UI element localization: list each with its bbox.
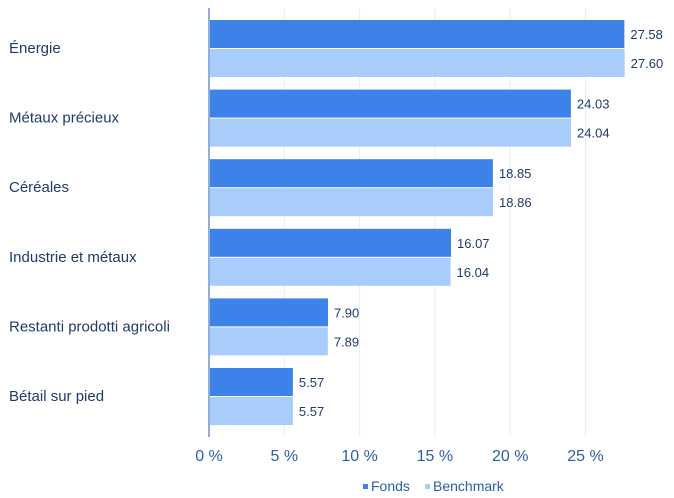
value-label: 5.57 bbox=[299, 375, 324, 390]
legend-label-fonds: Fonds bbox=[371, 478, 410, 494]
x-tick-label: 10 % bbox=[341, 448, 377, 465]
category-label: Bétail sur pied bbox=[9, 388, 104, 405]
bar-fonds bbox=[210, 368, 293, 396]
x-tick-label: 0 % bbox=[195, 448, 223, 465]
value-label: 24.04 bbox=[577, 126, 610, 141]
gridlines bbox=[283, 8, 586, 437]
bar-benchmark bbox=[210, 49, 625, 77]
category-label: Restanti prodotti agricoli bbox=[9, 318, 170, 335]
x-tick-label: 15 % bbox=[417, 448, 453, 465]
bar-fonds bbox=[210, 89, 571, 118]
bar-benchmark bbox=[210, 188, 494, 217]
bar-fonds bbox=[210, 20, 625, 48]
x-tick-label: 20 % bbox=[492, 448, 528, 465]
value-label: 24.03 bbox=[577, 97, 610, 112]
category-labels: Énergie Métaux précieux Céréales Industrie … bbox=[9, 40, 170, 405]
value-label: 18.85 bbox=[499, 166, 532, 181]
legend: Fonds Benchmark bbox=[363, 478, 505, 494]
legend-swatch-fonds bbox=[363, 484, 368, 489]
bar-benchmark bbox=[210, 118, 572, 147]
x-tick-label: 5 % bbox=[271, 448, 299, 465]
bar-fonds bbox=[210, 159, 493, 188]
legend-swatch-benchmark bbox=[425, 484, 430, 489]
value-label: 7.89 bbox=[334, 334, 359, 349]
bar-benchmark bbox=[210, 327, 328, 356]
legend-label-benchmark: Benchmark bbox=[433, 478, 505, 494]
bars bbox=[210, 20, 625, 425]
value-labels: 27.58 27.60 24.03 24.04 18.85 18.86 16.07 16.04… bbox=[299, 27, 663, 419]
value-label: 18.86 bbox=[499, 195, 532, 210]
bar-benchmark bbox=[210, 257, 451, 286]
bar-fonds bbox=[210, 228, 452, 257]
category-label: Métaux précieux bbox=[9, 110, 120, 127]
bar-benchmark bbox=[210, 397, 293, 425]
category-label: Céréales bbox=[9, 179, 69, 196]
category-label: Industrie et métaux bbox=[9, 249, 137, 266]
value-label: 16.04 bbox=[457, 265, 490, 280]
value-label: 27.58 bbox=[630, 27, 663, 42]
category-label: Énergie bbox=[9, 40, 61, 57]
x-tick-label: 25 % bbox=[567, 448, 603, 465]
value-label: 16.07 bbox=[457, 236, 490, 251]
value-label: 27.60 bbox=[631, 56, 664, 71]
value-label: 5.57 bbox=[299, 404, 324, 419]
value-label: 7.90 bbox=[334, 305, 359, 320]
x-tick-labels: 0 % 5 % 10 % 15 % 20 % 25 % bbox=[195, 448, 604, 465]
bar-fonds bbox=[210, 298, 328, 327]
